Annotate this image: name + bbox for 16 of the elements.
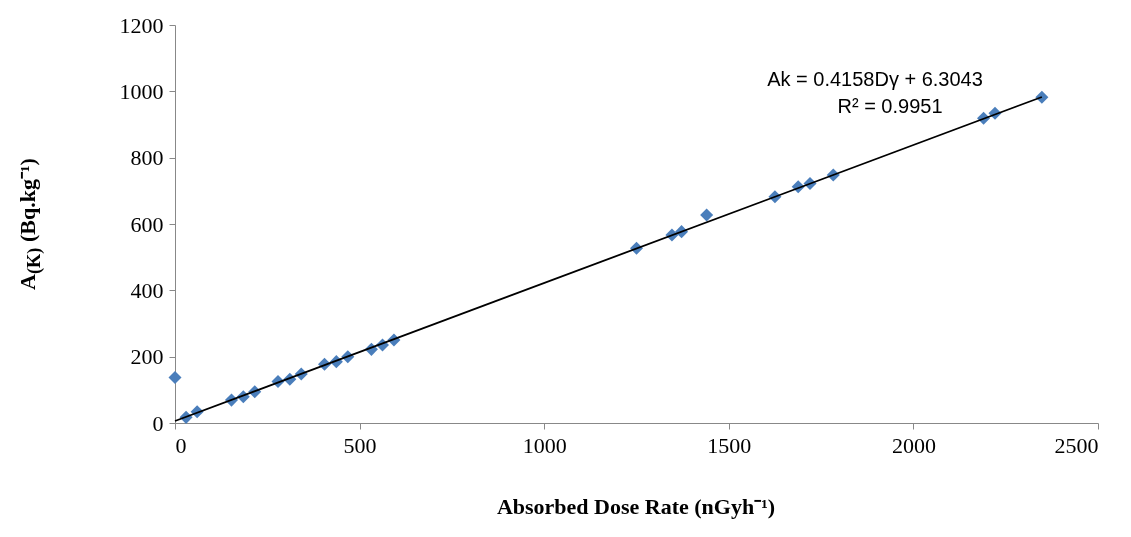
x-tick-label: 1000 <box>522 432 567 458</box>
y-tick-label: 0 <box>152 410 164 436</box>
y-tick-label: 400 <box>130 277 164 303</box>
x-tick-label: 1500 <box>707 432 752 458</box>
y-tick-label: 600 <box>130 211 164 237</box>
annotation: Ak = 0.4158Dγ + 6.3043 <box>767 68 983 90</box>
x-tick-label: 0 <box>175 432 187 458</box>
annotation: R² = 0.9951 <box>837 95 943 117</box>
y-tick-label: 1000 <box>119 78 164 104</box>
y-tick-label: 800 <box>130 145 164 171</box>
y-tick-label: 200 <box>130 344 164 370</box>
x-tick-label: 2000 <box>891 432 936 458</box>
y-tick-label: 1200 <box>119 12 164 38</box>
x-tick-label: 500 <box>343 432 377 458</box>
x-axis-title: Absorbed Dose Rate (nGyh⁻¹) <box>496 493 776 520</box>
x-tick-label: 2500 <box>1054 432 1099 458</box>
